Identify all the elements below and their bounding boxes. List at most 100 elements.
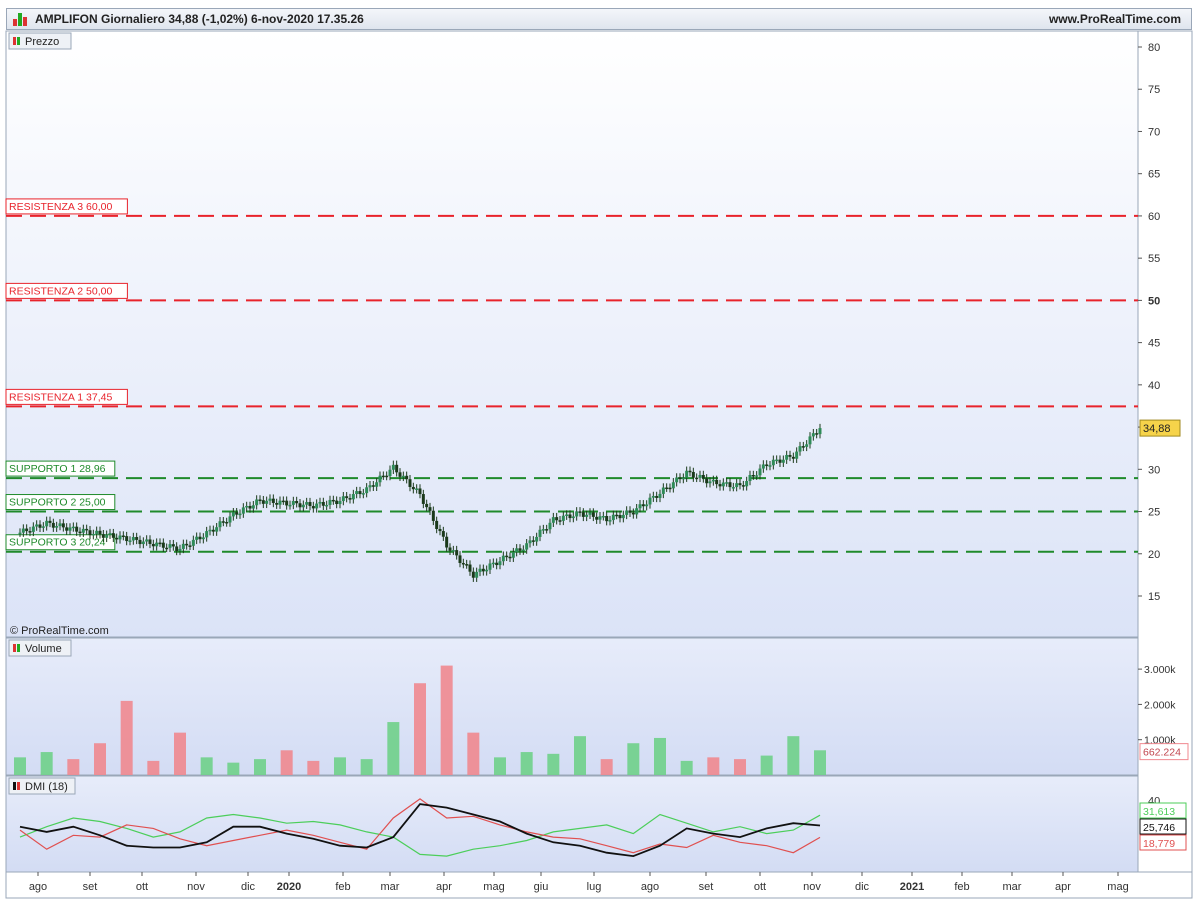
price-candle [251,505,255,509]
price-candle [215,527,219,532]
x-tick-label: mar [381,881,400,893]
price-candle [191,539,195,546]
price-candle [701,474,705,479]
price-candle [81,528,85,533]
price-candle [555,517,559,521]
price-candle [115,537,119,540]
price-candle [368,485,372,488]
x-tick-label: lug [587,881,602,893]
volume-bar [600,759,613,775]
price-candle [455,550,459,556]
price-candle [801,446,805,448]
price-candle [541,529,545,531]
price-candle [265,500,269,504]
price-candle [608,520,612,522]
price-candle [51,522,55,528]
volume-bar [174,732,186,775]
dmi-panel-label[interactable]: DMI (18) [8,777,76,795]
price-candle [408,479,412,487]
price-candle [78,531,82,534]
volume-bar [67,759,80,775]
x-tick-label: set [699,881,714,893]
price-candle [621,514,625,519]
price-candle [788,454,792,457]
volume-bar [707,757,720,775]
price-candle [141,541,145,545]
price-candle [498,561,502,566]
price-candle [791,456,795,459]
y-tick-label: 45 [1148,338,1160,350]
price-candle [481,568,485,572]
price-candle [28,531,32,533]
y-tick-label: 60 [1148,211,1160,223]
price-panel-title: Prezzo [25,36,59,48]
price-candle [445,536,449,548]
price-candle [501,555,505,562]
price-candle [811,433,815,437]
price-candle [328,499,332,505]
price-candle [578,511,582,513]
level-label-box [5,198,128,215]
price-panel-label[interactable]: Prezzo [8,32,72,50]
price-candle [201,537,205,540]
price-candle [485,569,489,572]
legend-down-icon [13,37,16,45]
price-candle [798,446,802,452]
price-candle [561,515,565,521]
price-candle [91,533,95,536]
volume-bar [14,757,26,775]
price-candle [21,528,25,533]
x-tick-label: mag [483,881,504,893]
price-candle [381,475,385,478]
price-candle [775,459,779,462]
price-candle [665,487,669,490]
x-tick-label: giu [534,881,549,893]
volume-current-label: 662.224 [1143,747,1181,759]
y-axis-strip [1137,30,1193,873]
level-label: SUPPORTO 3 20,24 [9,537,106,549]
price-candle [108,533,112,535]
price-candle [385,475,389,478]
price-candle [615,514,619,517]
volume-bar [547,753,560,775]
price-candle [405,475,409,480]
price-candle [161,542,165,548]
site-url[interactable]: www.ProRealTime.com [1048,12,1181,26]
price-candle [68,527,72,531]
price-candle [631,512,635,515]
x-tick-label: set [83,881,98,893]
volume-panel-label[interactable]: Volume [8,639,72,657]
price-candle [238,513,242,516]
price-candle [458,555,462,563]
volume-bar [40,752,53,775]
price-candle [785,454,789,460]
dmi-current-box [1139,818,1187,835]
chart-title-bar: AMPLIFON Giornaliero 34,88 (-1,02%) 6-no… [6,8,1192,30]
y-tick-label: 55 [1148,253,1160,265]
price-candle [411,486,415,490]
level-label: SUPPORTO 1 28,96 [9,463,106,475]
price-candle [168,544,172,548]
price-candle [45,520,49,527]
y-tick-label: 50 [1148,295,1160,307]
price-candle [688,470,692,473]
price-candle [231,512,235,517]
price-candle [228,516,232,523]
y-tick-label: 15 [1148,591,1160,603]
price-candle [48,520,52,523]
price-candle [268,498,272,501]
x-tick-label: apr [436,881,452,893]
price-candle [551,517,555,523]
legend-up-icon [17,37,20,45]
price-candle [708,481,712,484]
level-label: SUPPORTO 2 25,00 [9,497,106,509]
volume-bar [520,752,533,775]
price-candle [438,528,442,532]
y-tick-label: 70 [1148,126,1160,138]
price-candle [245,505,249,508]
legend-down-icon [13,644,16,652]
x-tick-label: ott [754,881,766,893]
y-tick-label: 30 [1148,464,1160,476]
volume-bar [414,683,426,775]
price-candle [605,515,609,522]
